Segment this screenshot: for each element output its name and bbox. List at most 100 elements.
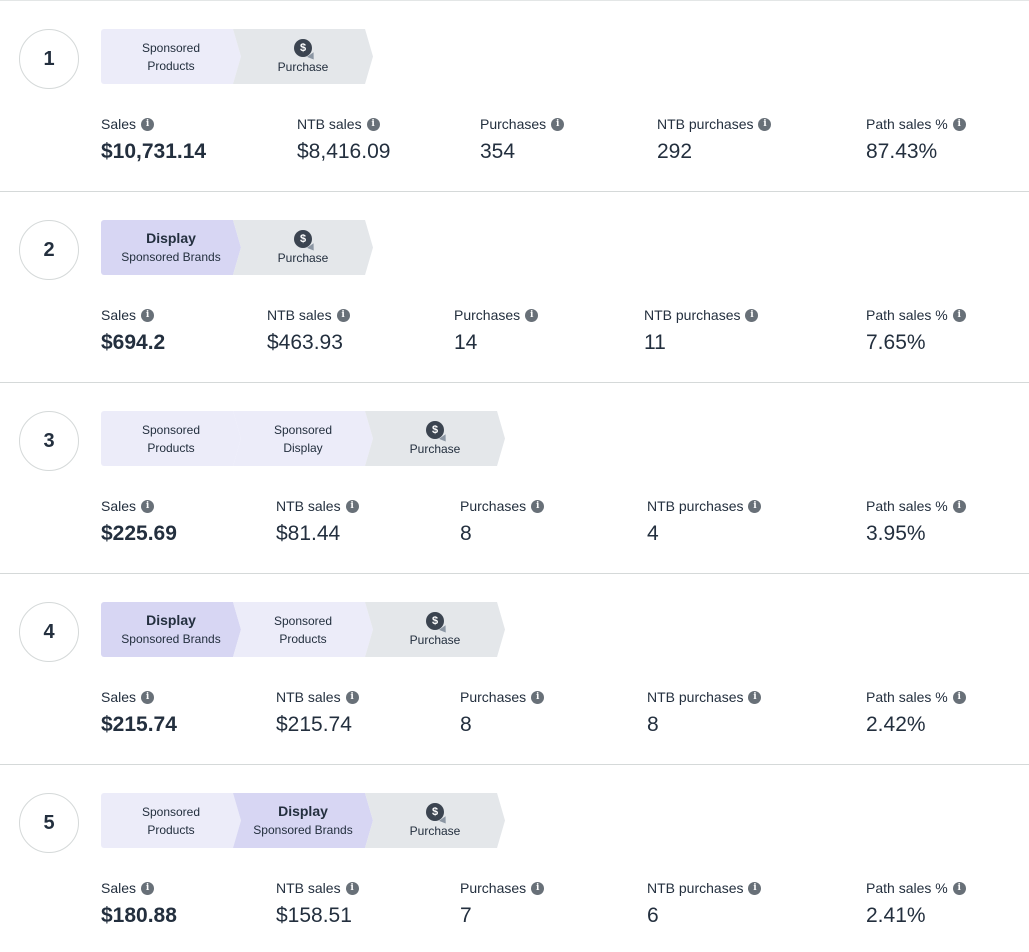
metric-ntb-purchases: NTB purchases i 8	[647, 688, 762, 737]
metric-label: Sales i	[101, 688, 177, 706]
metric-path-sales-pct: Path sales % i 7.65%	[866, 306, 966, 355]
info-icon[interactable]: i	[748, 690, 762, 704]
metric-label-text: NTB sales	[276, 880, 341, 896]
metric-value: $10,731.14	[101, 140, 207, 163]
info-icon[interactable]: i	[345, 881, 359, 895]
info-icon[interactable]: i	[531, 881, 545, 895]
metric-value: $81.44	[276, 522, 341, 545]
touchpoint-step: Sponsored Products	[101, 29, 241, 84]
touchpoint-step: Sponsored Products	[101, 793, 241, 848]
info-icon[interactable]: i	[952, 881, 966, 895]
info-icon[interactable]: i	[141, 308, 155, 322]
metric-value: $463.93	[267, 331, 343, 354]
metric-label: Path sales % i	[866, 497, 966, 515]
info-icon[interactable]: i	[952, 499, 966, 513]
metric-label-text: Sales	[101, 116, 137, 132]
metric-value: 2.41%	[866, 904, 926, 927]
info-icon[interactable]: i	[952, 117, 966, 131]
path-row: 4 Display Sponsored Brands Sponsored Product…	[0, 573, 1029, 764]
conversion-path: Display Sponsored Brands $ Purchase	[101, 220, 621, 275]
info-icon[interactable]: i	[531, 499, 545, 513]
metric-label-text: NTB purchases	[647, 498, 744, 514]
metric-label-text: Path sales %	[866, 498, 948, 514]
info-icon[interactable]: i	[141, 881, 155, 895]
info-icon[interactable]: i	[141, 117, 155, 131]
metric-value: 3.95%	[866, 522, 926, 545]
path-row: 1 Sponsored Products $ Purchase Sales i $10,731…	[0, 0, 1029, 191]
info-icon[interactable]: i	[952, 308, 966, 322]
dollar-cursor-icon: $	[294, 38, 312, 57]
metric-label-text: NTB purchases	[657, 116, 754, 132]
touchpoint-step: Sponsored Display	[233, 411, 373, 466]
touchpoint-step: Display Sponsored Brands	[101, 602, 241, 657]
metric-value: 7	[460, 904, 472, 927]
info-icon[interactable]: i	[748, 499, 762, 513]
info-icon[interactable]: i	[758, 117, 772, 131]
metric-label-text: Purchases	[480, 116, 547, 132]
metric-label-text: Path sales %	[866, 689, 948, 705]
metric-label: Sales i	[101, 115, 206, 133]
info-icon[interactable]: i	[745, 308, 759, 322]
dollar-cursor-icon: $	[426, 611, 444, 630]
rank-badge: 1	[19, 29, 79, 89]
metric-label-text: NTB purchases	[647, 880, 744, 896]
step-subtitle: Sponsored Brands	[121, 632, 221, 646]
metric-value: 7.65%	[866, 331, 926, 354]
metric-purchases: Purchases i 8	[460, 688, 545, 737]
metric-label: Sales i	[101, 306, 165, 324]
metric-label: Purchases i	[480, 115, 565, 133]
metric-value: 11	[644, 331, 666, 354]
purchase-label: Purchase	[277, 250, 329, 265]
info-icon[interactable]: i	[141, 690, 155, 704]
metric-sales: Sales i $225.69	[101, 497, 177, 546]
metric-value: $8,416.09	[297, 140, 391, 163]
metric-label: NTB purchases i	[647, 879, 762, 897]
metric-label: NTB sales i	[267, 306, 350, 324]
metric-label-text: Purchases	[454, 307, 521, 323]
purchase-step: $ Purchase	[233, 29, 373, 84]
metric-label-text: NTB purchases	[647, 689, 744, 705]
conversion-path: Sponsored Products $ Purchase	[101, 29, 621, 84]
metric-label: NTB sales i	[276, 688, 359, 706]
info-icon[interactable]: i	[748, 881, 762, 895]
purchase-step: $ Purchase	[233, 220, 373, 275]
metric-label: NTB purchases i	[657, 115, 772, 133]
metric-value: 8	[460, 713, 472, 736]
info-icon[interactable]: i	[345, 499, 359, 513]
metric-label-text: Sales	[101, 307, 137, 323]
purchase-label: Purchase	[409, 823, 461, 838]
metric-label: Purchases i	[454, 306, 539, 324]
info-icon[interactable]: i	[336, 308, 350, 322]
dollar-cursor-icon: $	[426, 420, 444, 439]
metric-label: Path sales % i	[866, 115, 966, 133]
metric-label: Sales i	[101, 879, 177, 897]
metric-sales: Sales i $215.74	[101, 688, 177, 737]
step-line-2: Products	[147, 440, 195, 455]
info-icon[interactable]: i	[525, 308, 539, 322]
metric-path-sales-pct: Path sales % i 2.41%	[866, 879, 966, 928]
info-icon[interactable]: i	[345, 690, 359, 704]
metric-label-text: NTB sales	[267, 307, 332, 323]
conversion-path: Sponsored Products Sponsored Display $ Purcha…	[101, 411, 621, 466]
info-icon[interactable]: i	[952, 690, 966, 704]
metric-ntb-purchases: NTB purchases i 292	[657, 115, 772, 164]
info-icon[interactable]: i	[366, 117, 380, 131]
info-icon[interactable]: i	[551, 117, 565, 131]
metric-label: Purchases i	[460, 497, 545, 515]
metric-value: 8	[460, 522, 472, 545]
metric-ntb-purchases: NTB purchases i 6	[647, 879, 762, 928]
step-line-2: Products	[279, 631, 327, 646]
info-icon[interactable]: i	[141, 499, 155, 513]
metric-value: 14	[454, 331, 478, 354]
metric-label: NTB purchases i	[647, 688, 762, 706]
metric-value: 292	[657, 140, 693, 163]
metric-ntb-sales: NTB sales i $158.51	[276, 879, 359, 928]
metric-label-text: Sales	[101, 689, 137, 705]
info-icon[interactable]: i	[531, 690, 545, 704]
metric-sales: Sales i $10,731.14	[101, 115, 206, 164]
step-line-2: Products	[147, 58, 195, 73]
step-line-2: Products	[147, 822, 195, 837]
metric-ntb-purchases: NTB purchases i 11	[644, 306, 759, 355]
metric-value: 8	[647, 713, 659, 736]
metric-value: 6	[647, 904, 659, 927]
